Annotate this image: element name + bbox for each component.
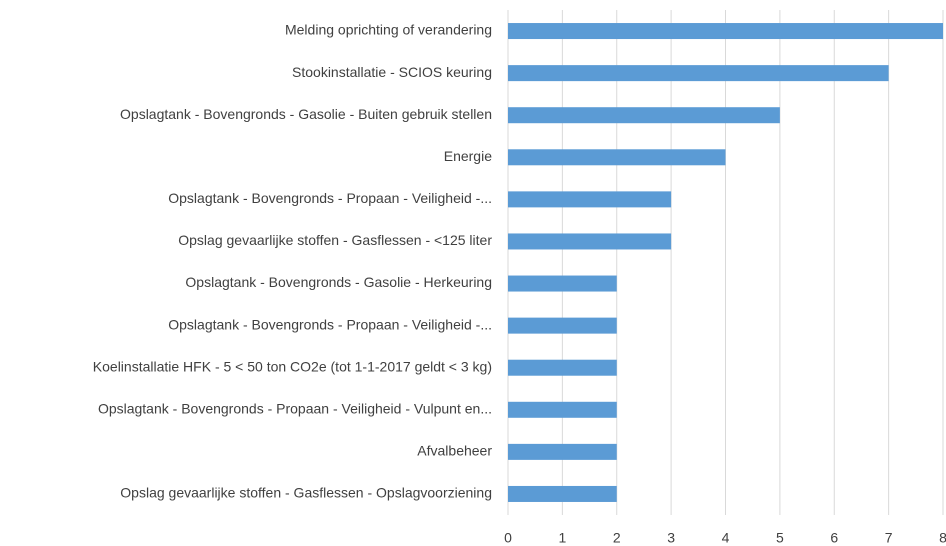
bar [508,191,672,208]
bar [508,233,672,250]
bar [508,317,617,334]
x-tick-label: 5 [776,530,784,546]
y-tick-label: Energie [444,148,492,164]
y-tick-label: Melding oprichting of verandering [285,22,492,38]
x-tick-label: 6 [830,530,838,546]
bar [508,443,617,460]
bar [508,359,617,376]
y-tick-label: Afvalbeheer [417,443,492,459]
y-tick-label: Opslagtank - Bovengronds - Propaan - Vei… [98,400,492,416]
bar [508,401,617,418]
x-tick-label: 4 [722,530,730,546]
y-tick-label: Opslagtank - Bovengronds - Propaan - Vei… [168,316,492,332]
bar [508,275,617,292]
x-tick-label: 3 [667,530,675,546]
bar [508,107,780,124]
x-tick-label: 0 [504,530,512,546]
y-tick-label: Opslagtank - Bovengronds - Gasolie - Her… [185,274,492,290]
y-tick-label: Opslag gevaarlijke stoffen - Gasflessen … [120,485,492,501]
y-tick-label: Opslag gevaarlijke stoffen - Gasflessen … [178,232,492,248]
bar [508,23,943,40]
y-tick-label: Koelinstallatie HFK - 5 < 50 ton CO2e (t… [93,358,492,374]
y-tick-label: Stookinstallatie - SCIOS keuring [292,64,492,80]
x-tick-label: 2 [613,530,621,546]
x-tick-label: 8 [939,530,946,546]
bar [508,149,726,166]
bar [508,65,889,82]
x-tick-label: 7 [885,530,893,546]
y-tick-label: Opslagtank - Bovengronds - Propaan - Vei… [168,190,492,206]
x-tick-label: 1 [558,530,566,546]
y-tick-label: Opslagtank - Bovengronds - Gasolie - Bui… [120,106,492,122]
bar [508,485,617,502]
